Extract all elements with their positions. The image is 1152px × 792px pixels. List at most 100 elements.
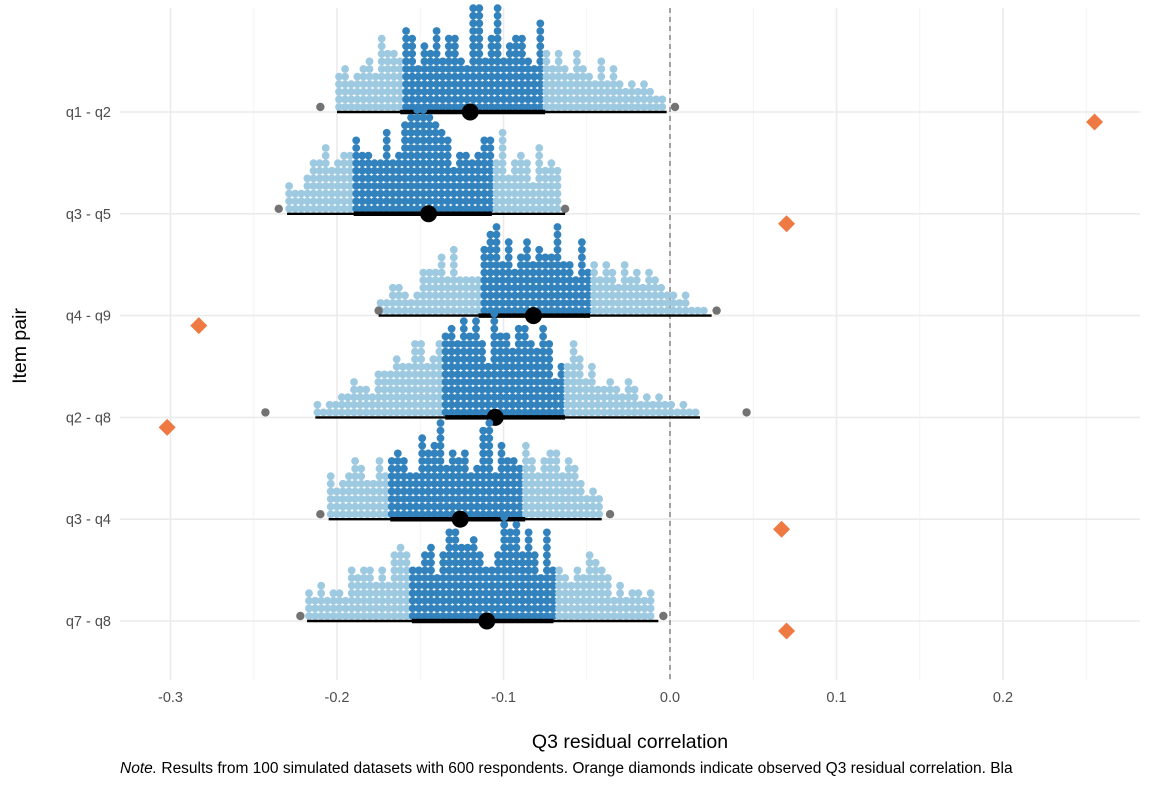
sim-dot (504, 299, 513, 307)
sim-dot (524, 528, 533, 537)
sim-dot (315, 159, 324, 168)
sim-dot (492, 276, 501, 285)
sim-dot (547, 299, 556, 307)
sim-dot (449, 204, 458, 213)
sim-dot (573, 57, 581, 66)
sim-dot (536, 65, 545, 73)
sim-dot (693, 306, 702, 315)
sim-dot (542, 57, 551, 66)
sim-dot (414, 95, 423, 104)
sim-dot (639, 283, 647, 292)
sim-dot (536, 581, 545, 590)
sim-dot (553, 299, 562, 307)
sim-dot (529, 276, 537, 285)
sim-dot (573, 566, 582, 575)
sim-dot (469, 589, 478, 598)
sim-dot (469, 95, 478, 104)
sim-dot (573, 95, 581, 104)
sim-dot (392, 408, 401, 417)
sim-dot (485, 495, 494, 503)
sim-dot (527, 362, 535, 371)
sim-dot (443, 136, 452, 145)
sim-dot (419, 113, 428, 122)
sim-dot (449, 306, 458, 315)
sim-dot (514, 400, 523, 409)
sim-dot (503, 472, 512, 481)
sim-dot (451, 558, 460, 567)
sim-dot (398, 393, 407, 402)
sim-dot (557, 378, 566, 386)
sim-dot (542, 65, 551, 73)
sim-dot (608, 283, 617, 292)
sim-dot (425, 151, 434, 160)
sim-dot (472, 400, 480, 409)
sim-dot (645, 283, 653, 292)
footnote-text: Results from 100 simulated datasets with… (157, 760, 1013, 777)
sim-dot (414, 596, 423, 605)
sim-dot (600, 408, 608, 417)
sim-dot (608, 291, 617, 300)
extreme-dot-min (316, 102, 325, 112)
sim-dot (390, 558, 399, 567)
sim-dot (469, 80, 478, 89)
sim-dot (518, 566, 527, 575)
sim-dot (487, 103, 496, 111)
sim-dot (558, 479, 567, 488)
sim-dot (468, 159, 476, 168)
sim-dot (369, 479, 378, 488)
sim-dot (547, 283, 556, 292)
sim-dot (539, 408, 547, 417)
sim-dot (451, 57, 459, 66)
sim-dot (543, 604, 551, 613)
sim-dot (479, 464, 488, 473)
sim-dot (445, 612, 454, 620)
sim-dot (512, 612, 521, 620)
sim-dot (445, 543, 454, 552)
sim-dot (436, 441, 445, 450)
sim-dot (634, 103, 642, 111)
sim-dot (514, 355, 523, 364)
sim-dot (444, 95, 453, 104)
median-point (451, 510, 469, 528)
sim-dot (510, 159, 519, 168)
sim-dot (481, 65, 490, 73)
sim-dot (423, 408, 432, 417)
sim-dot (390, 95, 398, 104)
sim-dot (506, 528, 515, 537)
sim-dot (522, 457, 530, 465)
sim-dot (448, 457, 457, 465)
sim-dot (435, 385, 444, 394)
sim-dot (560, 103, 569, 111)
sim-dot (546, 464, 555, 473)
sim-dot (392, 385, 401, 394)
sim-dot (438, 95, 447, 104)
x-tick-label: -0.3 (158, 690, 183, 706)
sim-dot (368, 393, 377, 402)
sim-dot (571, 299, 580, 307)
sim-dot (543, 558, 551, 567)
sim-dot (570, 510, 579, 519)
sim-dot (417, 347, 425, 356)
sim-dot (570, 472, 579, 481)
sim-dot (596, 276, 605, 285)
sim-dot (341, 612, 350, 620)
sim-dot (444, 34, 453, 43)
sim-dot (393, 472, 402, 481)
sim-dot (514, 408, 523, 417)
sim-dot (504, 253, 513, 262)
sim-dot (447, 378, 456, 386)
sim-dot (431, 283, 440, 292)
sim-dot (400, 472, 408, 481)
sim-dot (657, 299, 666, 307)
sim-dot (426, 80, 435, 89)
sim-dot (536, 87, 545, 96)
sim-dot (548, 65, 557, 73)
sim-dot (443, 299, 452, 307)
sim-dot (463, 612, 472, 620)
sim-dot (472, 408, 480, 417)
sim-dot (620, 276, 629, 285)
sim-dot (401, 144, 409, 152)
sim-dot (615, 80, 624, 89)
sim-dot (527, 385, 535, 394)
sim-dot (447, 324, 456, 333)
